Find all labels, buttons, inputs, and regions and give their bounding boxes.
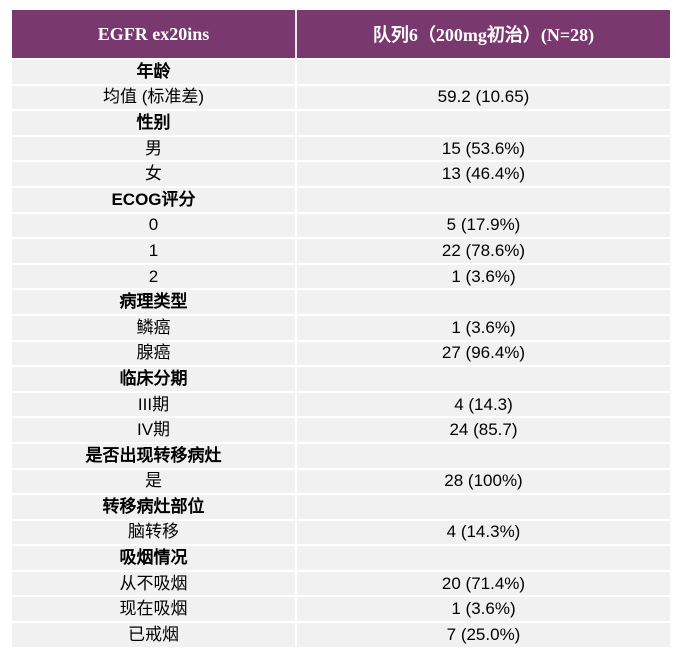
row-value: 28 (100%) [296,467,670,495]
category-row: 年龄 [12,58,670,85]
category-row: 是否出现转移病灶 [12,441,670,469]
category-row: ECOG评分 [12,185,670,213]
row-label: 鳞癌 [12,313,297,341]
table-row: 男 15 (53.6%) [12,134,670,162]
row-label: 现在吸烟 [12,595,297,623]
table-row: 女 13 (46.4%) [12,160,670,187]
row-label: III期 [12,390,297,418]
table-row: 是 28 (100%) [12,467,670,495]
row-label: 病理类型 [12,288,297,315]
row-label: 性别 [12,109,297,136]
row-label: 是 [12,467,297,495]
row-label: 年龄 [12,58,297,85]
row-value [296,441,670,469]
table-row: IV期 24 (85.7) [12,416,670,443]
header-egfr: EGFR ex20ins [12,10,297,59]
row-value: 22 (78.6%) [296,237,670,264]
row-value: 59.2 (10.65) [296,83,670,111]
row-value: 4 (14.3%) [296,518,670,546]
row-value [296,493,670,520]
table-row: 脑转移 4 (14.3%) [12,518,670,546]
row-label: 男 [12,134,297,162]
row-label: 女 [12,160,297,187]
category-row: 转移病灶部位 [12,493,670,520]
table-row: 现在吸烟 1 (3.6%) [12,595,670,623]
row-label: IV期 [12,416,297,443]
row-label: 已戒烟 [12,621,297,647]
category-row: 病理类型 [12,288,670,315]
row-value [296,544,670,571]
row-value: 5 (17.9%) [296,211,670,239]
row-label: 腺癌 [12,339,297,367]
table-row: 从不吸烟 20 (71.4%) [12,569,670,597]
row-value: 15 (53.6%) [296,134,670,162]
table-row: 1 22 (78.6%) [12,237,670,264]
row-label: ECOG评分 [12,185,297,213]
row-value [296,288,670,315]
row-label: 是否出现转移病灶 [12,441,297,469]
row-label: 0 [12,211,297,239]
baseline-characteristics-table: EGFR ex20ins 队列6（200mg初治）(N=28) 年龄 均值 (标准… [12,10,670,647]
table-row: 均值 (标准差) 59.2 (10.65) [12,83,670,111]
row-label: 从不吸烟 [12,569,297,597]
row-value: 1 (3.6%) [296,595,670,623]
row-value [296,109,670,136]
table-header-row: EGFR ex20ins 队列6（200mg初治）(N=28) [12,10,670,59]
row-value: 24 (85.7) [296,416,670,443]
row-label: 均值 (标准差) [12,83,297,111]
row-value [296,365,670,392]
category-row: 临床分期 [12,365,670,392]
row-value: 1 (3.6%) [296,313,670,341]
row-value: 7 (25.0%) [296,621,670,647]
table-row: 已戒烟 7 (25.0%) [12,621,670,647]
row-value: 1 (3.6%) [296,262,670,290]
row-value [296,185,670,213]
row-value: 13 (46.4%) [296,160,670,187]
row-label: 临床分期 [12,365,297,392]
row-label: 1 [12,237,297,264]
row-value: 27 (96.4%) [296,339,670,367]
row-value [296,58,670,85]
table-row: 腺癌 27 (96.4%) [12,339,670,367]
category-row: 吸烟情况 [12,544,670,571]
table-row: 鳞癌 1 (3.6%) [12,313,670,341]
row-value: 4 (14.3) [296,390,670,418]
header-cohort: 队列6（200mg初治）(N=28) [296,10,670,59]
category-row: 性别 [12,109,670,136]
table-row: III期 4 (14.3) [12,390,670,418]
row-label: 2 [12,262,297,290]
row-label: 转移病灶部位 [12,493,297,520]
row-label: 吸烟情况 [12,544,297,571]
row-label: 脑转移 [12,518,297,546]
row-value: 20 (71.4%) [296,569,670,597]
